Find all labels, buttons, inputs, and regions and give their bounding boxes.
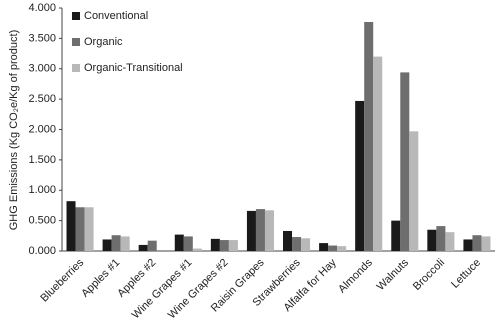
bar [147,240,157,251]
bar [255,209,265,251]
y-tick-label: 1.500 [28,154,56,166]
y-tick-label: 2.500 [28,93,56,105]
bar [174,234,184,251]
y-tick-label: 0.500 [28,215,56,227]
bar [364,21,374,251]
bar [463,239,473,251]
bar [355,100,365,251]
x-tick-label: Blueberries [38,256,86,304]
legend-label: Organic-Transitional [84,62,183,74]
bar [219,240,229,251]
bar [210,238,220,251]
bar [301,238,311,251]
x-tick-label: Broccoli [411,257,447,293]
bar [120,236,130,251]
bar [228,240,238,251]
bar [75,207,85,251]
legend-swatch [72,12,80,20]
bar [292,237,302,251]
x-tick-label: Walnuts [375,256,412,293]
y-tick-label: 1.000 [28,184,56,196]
y-tick-label: 3.000 [28,63,56,75]
legend-swatch [72,38,80,46]
bar [472,235,482,251]
x-tick-label: Almonds [336,256,375,295]
bar [373,56,383,251]
y-tick-label: 3.500 [28,32,56,44]
bar [337,246,347,251]
bar [183,236,193,251]
legend-label: Conventional [84,10,148,22]
bar [192,248,202,251]
bar [319,243,329,251]
x-tick-label: Lettuce [449,257,483,291]
bar [66,201,76,251]
bar [328,245,338,251]
bar [445,232,455,251]
bar [409,131,419,251]
bar [84,207,94,251]
y-tick-label: 4.000 [28,2,56,14]
bar [436,226,446,251]
y-tick-label: 0.000 [28,245,56,257]
bar [427,229,437,251]
legend-label: Organic [84,36,123,48]
bar [111,235,121,251]
bar [391,220,401,251]
x-tick-label: Apples #1 [79,257,122,300]
legend-swatch [72,64,80,72]
bar [481,236,491,251]
bar [264,210,274,251]
bar [138,244,148,251]
bar [102,239,112,251]
bar [246,210,256,251]
y-axis-label: GHG Emissions (Kg CO₂e/Kg of product) [8,30,20,231]
bar [283,230,293,251]
bar [400,72,410,252]
y-tick-label: 2.000 [28,123,56,135]
